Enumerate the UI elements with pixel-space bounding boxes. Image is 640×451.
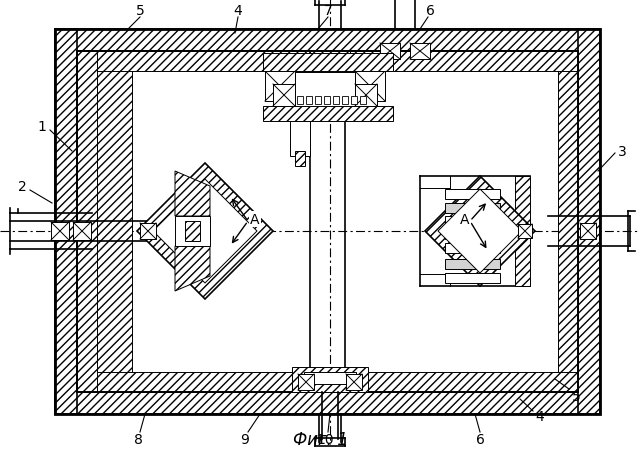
Bar [445,259,500,269]
Bar [55,30,600,414]
Bar [345,52,578,392]
Bar [77,52,578,392]
Polygon shape [558,52,578,392]
Bar [445,244,500,253]
Polygon shape [438,189,522,273]
Bar [445,203,500,213]
Bar [304,372,356,384]
Bar [298,374,314,390]
Polygon shape [55,30,600,52]
Bar [290,122,310,156]
Text: 5: 5 [572,389,580,403]
Bar [175,216,210,246]
Bar [342,97,348,105]
Bar [380,44,400,60]
Text: 10: 10 [316,432,334,446]
Polygon shape [175,172,210,216]
Text: 2: 2 [18,179,26,193]
Text: A: A [250,212,260,226]
Bar [445,273,500,283]
Bar [295,152,305,166]
Bar [351,97,357,105]
Polygon shape [77,52,310,72]
Text: 1: 1 [38,120,47,133]
Bar [445,230,500,239]
Polygon shape [515,177,530,286]
Bar [445,216,500,226]
Bar [518,225,532,239]
Polygon shape [425,177,535,286]
Polygon shape [77,52,132,392]
Text: 4: 4 [536,409,545,423]
Text: Фиг. 1: Фиг. 1 [292,430,348,448]
Text: 7: 7 [324,4,332,18]
Bar [324,97,330,105]
Bar [355,85,377,107]
Text: 9: 9 [241,432,250,446]
Text: 6: 6 [426,4,435,18]
Text: 8: 8 [134,432,143,446]
Bar [140,224,156,239]
Bar [445,189,500,199]
Bar [333,97,339,105]
Bar [263,107,393,122]
Bar [73,222,91,240]
Text: 4: 4 [234,4,243,18]
Polygon shape [345,372,578,392]
Text: 3: 3 [618,145,627,159]
Bar [51,222,69,240]
Text: A: A [460,212,470,226]
Bar [300,72,350,112]
Polygon shape [77,52,97,392]
Bar [185,221,200,241]
Polygon shape [578,30,600,414]
Bar [297,97,303,105]
Polygon shape [345,52,578,72]
Polygon shape [175,246,210,291]
Bar [263,54,393,72]
Polygon shape [77,372,310,392]
Polygon shape [153,179,257,283]
Bar [295,73,355,119]
Polygon shape [55,392,600,414]
Polygon shape [137,164,273,299]
Bar [346,374,362,390]
Bar [360,97,366,105]
Bar [273,85,295,107]
Bar [306,97,312,105]
Bar [295,67,355,117]
Text: 6: 6 [476,432,484,446]
Bar [310,52,350,74]
Bar [265,72,295,102]
Polygon shape [55,30,77,414]
Text: 5: 5 [136,4,145,18]
Bar [410,44,430,60]
Bar [77,52,310,392]
Bar [292,367,368,392]
Bar [315,97,321,105]
Bar [580,224,596,239]
Bar [355,72,385,102]
